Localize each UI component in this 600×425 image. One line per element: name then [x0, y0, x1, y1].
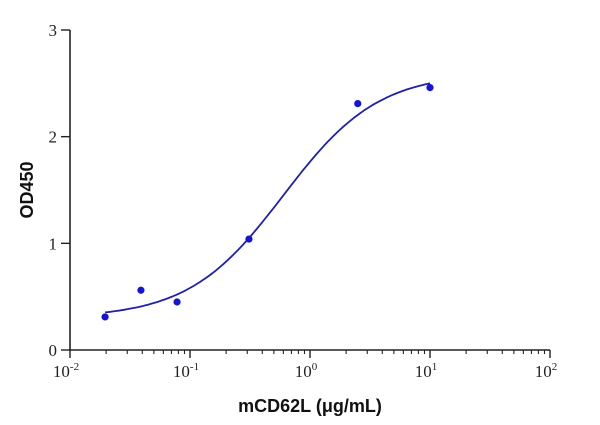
y-tick-label: 2	[49, 128, 58, 147]
data-point	[245, 235, 253, 243]
y-tick-label: 0	[49, 341, 58, 360]
data-point	[354, 100, 362, 108]
x-tick-label: 101	[415, 361, 438, 381]
y-tick-label: 3	[49, 21, 58, 40]
data-point	[137, 286, 145, 294]
data-points	[101, 84, 434, 321]
x-tick-label: 102	[535, 361, 558, 381]
x-axis: 10-2 10-1 100 101 102	[53, 349, 558, 381]
x-tick-label: 10-1	[173, 361, 199, 381]
y-axis-title: OD450	[17, 161, 37, 218]
data-point	[101, 313, 109, 321]
data-point	[173, 298, 181, 306]
data-point	[426, 84, 434, 92]
y-axis: 0 1 2 3	[49, 21, 71, 360]
x-tick-label: 10-2	[53, 361, 79, 381]
x-axis-title: mCD62L (μg/mL)	[238, 396, 382, 416]
y-tick-label: 1	[49, 234, 58, 253]
x-tick-label: 100	[295, 361, 318, 381]
fit-curve	[105, 82, 431, 314]
